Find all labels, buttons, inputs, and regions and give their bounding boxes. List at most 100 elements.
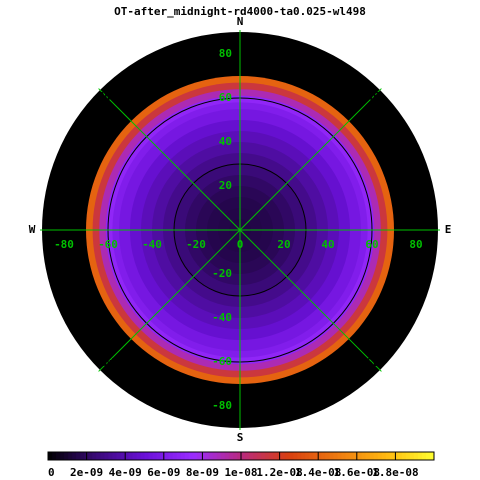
colorbar-cell: [208, 452, 214, 460]
x-tick-label: 20: [277, 238, 290, 251]
colorbar-cell: [385, 452, 391, 460]
colorbar-cell: [329, 452, 334, 460]
x-tick-label: -80: [54, 238, 74, 251]
colorbar-cell: [273, 452, 278, 460]
colorbar-cell: [64, 452, 69, 460]
direction-label: SW: [100, 356, 114, 369]
colorbar-cell: [144, 452, 150, 460]
colorbar-cell: [341, 452, 347, 460]
grid-line: [98, 88, 382, 372]
colorbar-cell: [60, 452, 65, 460]
colorbar-cell: [429, 452, 435, 460]
colorbar-cell: [281, 452, 286, 460]
colorbar-cell: [269, 452, 274, 460]
direction-label: SE: [366, 356, 379, 369]
colorbar-cell: [88, 452, 93, 460]
colorbar-cell: [76, 452, 81, 460]
colorbar-cell: [176, 452, 182, 460]
colorbar-cell: [253, 452, 258, 460]
colorbar-cell: [100, 452, 105, 460]
colorbar-cell: [389, 452, 395, 460]
direction-label: W: [29, 223, 36, 236]
direction-label: N: [237, 15, 244, 28]
colorbar-tick-label: 1.4e-08: [295, 466, 341, 479]
colorbar-cell: [317, 452, 322, 460]
colorbar-cell: [249, 452, 254, 460]
y-tick-label: -60: [212, 355, 232, 368]
colorbar-cell: [333, 452, 338, 460]
colorbar-cell: [305, 452, 310, 460]
colorbar-cell: [136, 452, 141, 460]
colorbar-cell: [52, 452, 57, 460]
colorbar-tick-label: 1.2e-08: [256, 466, 302, 479]
colorbar-cell: [192, 452, 198, 460]
colorbar-tick-label: 1.6e-08: [334, 466, 380, 479]
colorbar-cell: [200, 452, 206, 460]
colorbar-tick-label: 1.8e-08: [372, 466, 418, 479]
colorbar-cell: [80, 452, 85, 460]
colorbar-cell: [349, 452, 355, 460]
colorbar-cell: [401, 452, 407, 460]
colorbar-cell: [48, 452, 53, 460]
colorbar-cell: [108, 452, 113, 460]
colorbar-tick-label: 4e-09: [109, 466, 142, 479]
colorbar-cell: [184, 452, 190, 460]
colorbar-cell: [152, 452, 158, 460]
colorbar-cell: [409, 452, 415, 460]
colorbar-cell: [160, 452, 166, 460]
colorbar-cell: [216, 452, 222, 460]
x-tick-label: 60: [365, 238, 378, 251]
colorbar-cell: [168, 452, 174, 460]
colorbar-cell: [224, 452, 230, 460]
colorbar-cell: [325, 452, 330, 460]
colorbar-cell: [393, 452, 399, 460]
x-tick-label: -60: [98, 238, 118, 251]
y-tick-label: 80: [219, 47, 232, 60]
colorbar-cell: [232, 452, 238, 460]
colorbar-cell: [285, 452, 290, 460]
direction-label: NW: [100, 90, 114, 103]
colorbar-cell: [68, 452, 73, 460]
colorbar-cell: [417, 452, 423, 460]
colorbar-cell: [188, 452, 194, 460]
colorbar-cell: [397, 452, 403, 460]
colorbar-cell: [357, 452, 363, 460]
direction-label: NE: [366, 90, 379, 103]
y-tick-label: -20: [212, 267, 232, 280]
colorbar-cell: [337, 452, 343, 460]
x-tick-label: 80: [409, 238, 422, 251]
colorbar-cell: [156, 452, 162, 460]
colorbar-cell: [56, 452, 61, 460]
colorbar-cell: [148, 452, 154, 460]
colorbar-cell: [369, 452, 375, 460]
colorbar-tick-label: 0: [48, 466, 55, 479]
colorbar-cell: [421, 452, 427, 460]
y-tick-label: -40: [212, 311, 232, 324]
colorbar-cell: [365, 452, 371, 460]
colorbar-cell: [241, 452, 246, 460]
colorbar-cell: [120, 452, 125, 460]
colorbar-cell: [180, 452, 186, 460]
colorbar-cell: [172, 452, 178, 460]
direction-label: S: [237, 431, 244, 444]
x-tick-label: -40: [142, 238, 162, 251]
colorbar-cell: [196, 452, 202, 460]
colorbar-cell: [293, 452, 298, 460]
colorbar-cell: [116, 452, 121, 460]
x-tick-label: 40: [321, 238, 334, 251]
y-tick-label: 60: [219, 91, 232, 104]
colorbar-cell: [321, 452, 326, 460]
colorbar-cell: [236, 452, 242, 460]
colorbar-cell: [245, 452, 250, 460]
colorbar-cell: [313, 452, 318, 460]
y-tick-label: -80: [212, 399, 232, 412]
direction-label: E: [445, 223, 452, 236]
colorbar-cell: [309, 452, 314, 460]
colorbar-cell: [381, 452, 387, 460]
colorbar-cell: [112, 452, 117, 460]
colorbar-cell: [96, 452, 101, 460]
colorbar-cell: [345, 452, 351, 460]
colorbar-tick-label: 6e-09: [147, 466, 180, 479]
colorbar-cell: [261, 452, 266, 460]
